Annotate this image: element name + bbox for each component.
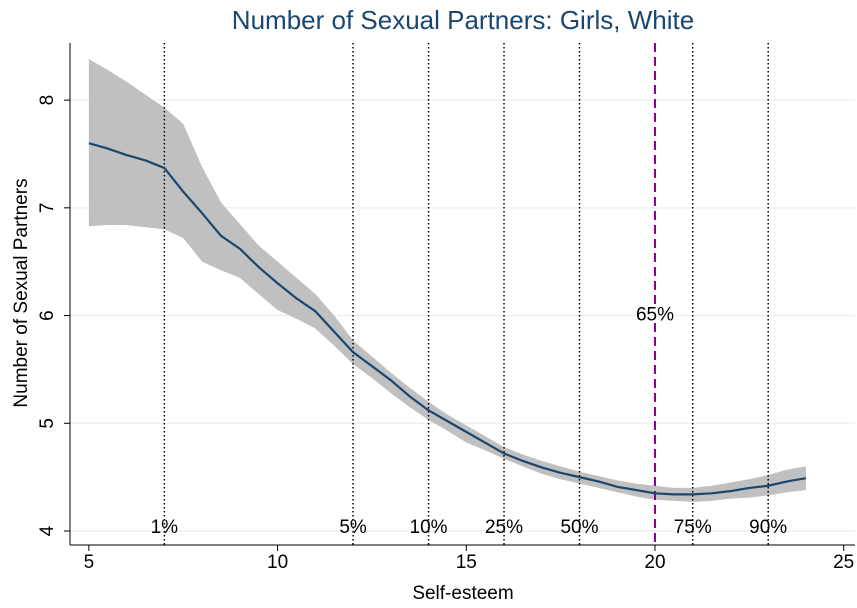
chart-title: Number of Sexual Partners: Girls, White <box>232 5 694 35</box>
confidence-band <box>88 59 806 502</box>
x-tick-label: 25 <box>833 552 854 573</box>
percentile-label: 10% <box>410 517 448 538</box>
y-tick-label: 7 <box>37 203 58 214</box>
percentile-label: 50% <box>560 517 598 538</box>
percentile-label: 1% <box>151 517 179 538</box>
percentile-label: 90% <box>749 517 787 538</box>
x-tick-label: 20 <box>644 552 665 573</box>
y-tick-label: 4 <box>37 525 58 536</box>
percentile-label: 25% <box>485 517 523 538</box>
x-tick-label: 15 <box>456 552 477 573</box>
y-tick-label: 6 <box>37 310 58 321</box>
y-tick-label: 5 <box>37 418 58 429</box>
percentile-label: 5% <box>339 517 367 538</box>
percentile-label: 75% <box>674 517 712 538</box>
y-tick-label: 8 <box>37 95 58 106</box>
y-axis-label: Number of Sexual Partners <box>11 178 32 407</box>
line <box>88 142 807 496</box>
x-tick-label: 5 <box>84 552 95 573</box>
x-tick-label: 10 <box>267 552 288 573</box>
marker-label: 65% <box>636 305 674 326</box>
x-axis-label: Self-esteem <box>412 583 513 604</box>
